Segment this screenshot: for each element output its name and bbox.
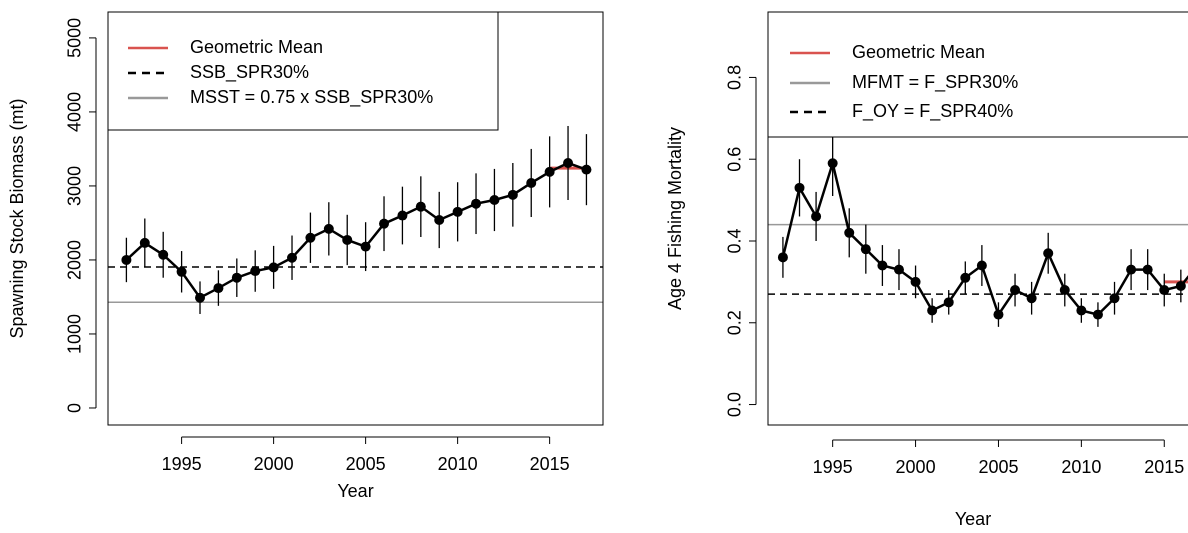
data-point xyxy=(250,266,261,277)
y-tick-label: 0.4 xyxy=(725,228,745,253)
y-axis-label: Age 4 Fishing Mortality xyxy=(665,127,685,310)
x-tick-label: 2005 xyxy=(346,454,386,474)
data-point xyxy=(287,252,298,263)
data-point xyxy=(139,237,150,248)
data-point xyxy=(1159,285,1170,296)
y-tick-label: 0.2 xyxy=(725,310,745,335)
x-tick-label: 2000 xyxy=(254,454,294,474)
legend-label: Geometric Mean xyxy=(190,37,323,57)
y-tick-label: 0.8 xyxy=(725,65,745,90)
data-point xyxy=(1175,280,1186,291)
legend-label: F_OY = F_SPR40% xyxy=(852,101,1013,122)
data-point xyxy=(794,182,805,193)
data-point xyxy=(777,252,788,263)
legend-label: SSB_SPR30% xyxy=(190,62,309,83)
data-point xyxy=(397,210,408,221)
legend-label: MSST = 0.75 x SSB_SPR30% xyxy=(190,87,433,108)
legend-label: Geometric Mean xyxy=(852,42,985,62)
data-point xyxy=(1092,309,1103,320)
legend-label: MFMT = F_SPR30% xyxy=(852,72,1018,93)
y-axis-label: Spawning Stock Biomass (mt) xyxy=(7,98,27,338)
data-point xyxy=(877,260,888,271)
data-point xyxy=(195,292,206,303)
data-point xyxy=(526,177,537,188)
data-point xyxy=(960,272,971,283)
y-tick-label: 2000 xyxy=(65,240,85,280)
data-point xyxy=(342,234,353,245)
x-tick-label: 2015 xyxy=(1144,457,1184,477)
data-point xyxy=(1010,285,1021,296)
y-tick-label: 4000 xyxy=(65,92,85,132)
legend-box xyxy=(107,11,499,131)
data-point xyxy=(1059,285,1070,296)
data-point xyxy=(1142,264,1153,275)
data-point xyxy=(158,249,169,260)
y-tick-label: 0 xyxy=(65,403,85,413)
y-tick-label: 0.0 xyxy=(725,392,745,417)
data-point xyxy=(943,297,954,308)
y-tick-label: 5000 xyxy=(65,18,85,58)
data-point xyxy=(893,264,904,275)
data-point xyxy=(231,272,242,283)
data-line xyxy=(125,161,587,300)
data-point xyxy=(976,260,987,271)
x-tick-label: 1995 xyxy=(162,454,202,474)
data-point xyxy=(379,218,390,229)
data-point xyxy=(844,227,855,238)
data-point xyxy=(323,223,334,234)
data-point xyxy=(827,158,838,169)
data-point xyxy=(544,166,555,177)
data-point xyxy=(121,254,132,265)
data-point xyxy=(471,198,482,209)
data-point xyxy=(268,262,279,273)
data-point xyxy=(927,305,938,316)
data-point xyxy=(1026,293,1037,304)
data-point xyxy=(993,309,1004,320)
data-line xyxy=(781,158,1188,318)
data-point xyxy=(1109,293,1120,304)
data-point xyxy=(489,194,500,205)
legend-box xyxy=(767,11,1188,138)
x-axis-label: Year xyxy=(955,509,991,529)
x-axis-label: Year xyxy=(337,481,373,501)
data-point xyxy=(1043,248,1054,259)
data-point xyxy=(360,241,371,252)
data-point xyxy=(1126,264,1137,275)
data-point xyxy=(910,276,921,287)
data-point xyxy=(563,157,574,168)
x-tick-label: 2005 xyxy=(978,457,1018,477)
plot-area xyxy=(108,125,603,314)
x-tick-label: 2000 xyxy=(896,457,936,477)
y-tick-label: 0.6 xyxy=(725,147,745,172)
data-point xyxy=(811,211,822,222)
data-point xyxy=(581,164,592,175)
data-point xyxy=(860,244,871,255)
data-point xyxy=(1076,305,1087,316)
data-point xyxy=(213,283,224,294)
data-point xyxy=(507,189,518,200)
y-tick-label: 1000 xyxy=(65,314,85,354)
x-tick-label: 2010 xyxy=(1061,457,1101,477)
plot-area xyxy=(768,130,1188,327)
data-point xyxy=(452,206,463,217)
data-point xyxy=(176,266,187,277)
data-point xyxy=(434,214,445,225)
x-tick-label: 2015 xyxy=(530,454,570,474)
x-tick-label: 1995 xyxy=(813,457,853,477)
x-tick-label: 2010 xyxy=(438,454,478,474)
y-tick-label: 3000 xyxy=(65,166,85,206)
data-point xyxy=(415,201,426,212)
data-point xyxy=(305,232,316,243)
